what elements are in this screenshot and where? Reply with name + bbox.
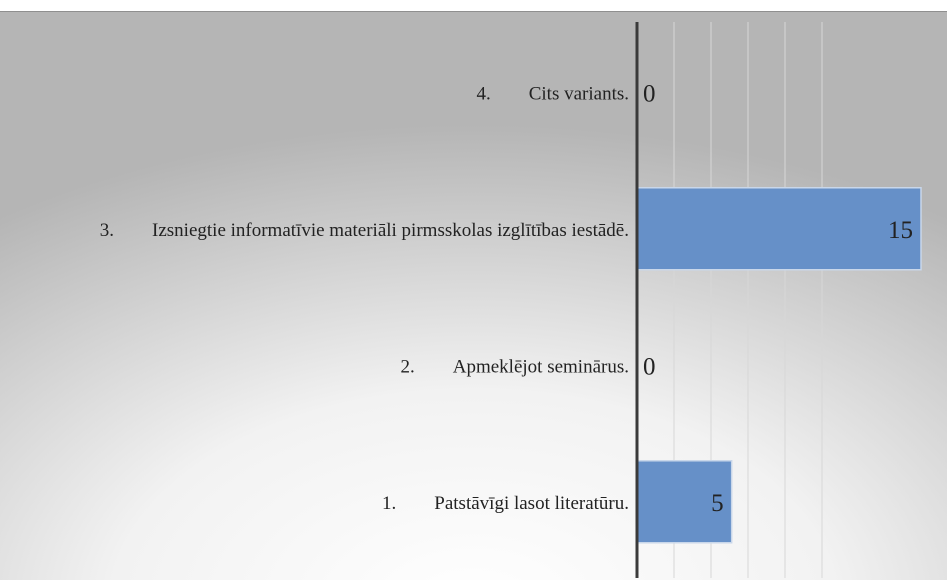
category-label: 3. Izsniegtie informatīvie materiāli pir… xyxy=(100,220,629,241)
data-label: 5 xyxy=(711,490,724,517)
data-labels: 0 15 0 5 xyxy=(643,80,913,517)
plot-background xyxy=(0,11,947,580)
data-label: 0 xyxy=(643,80,656,107)
category-labels: 4. Cits variants. 3. Izsniegtie informatī… xyxy=(100,83,629,514)
bars xyxy=(636,187,922,544)
bar xyxy=(636,187,922,271)
category-label: 1. Patstāvīgi lasot literatūru. xyxy=(382,493,629,514)
data-label: 15 xyxy=(888,217,913,244)
data-label: 0 xyxy=(643,353,656,380)
category-label: 2. Apmeklējot seminārus. xyxy=(401,356,630,377)
category-label: 4. Cits variants. xyxy=(476,83,629,104)
